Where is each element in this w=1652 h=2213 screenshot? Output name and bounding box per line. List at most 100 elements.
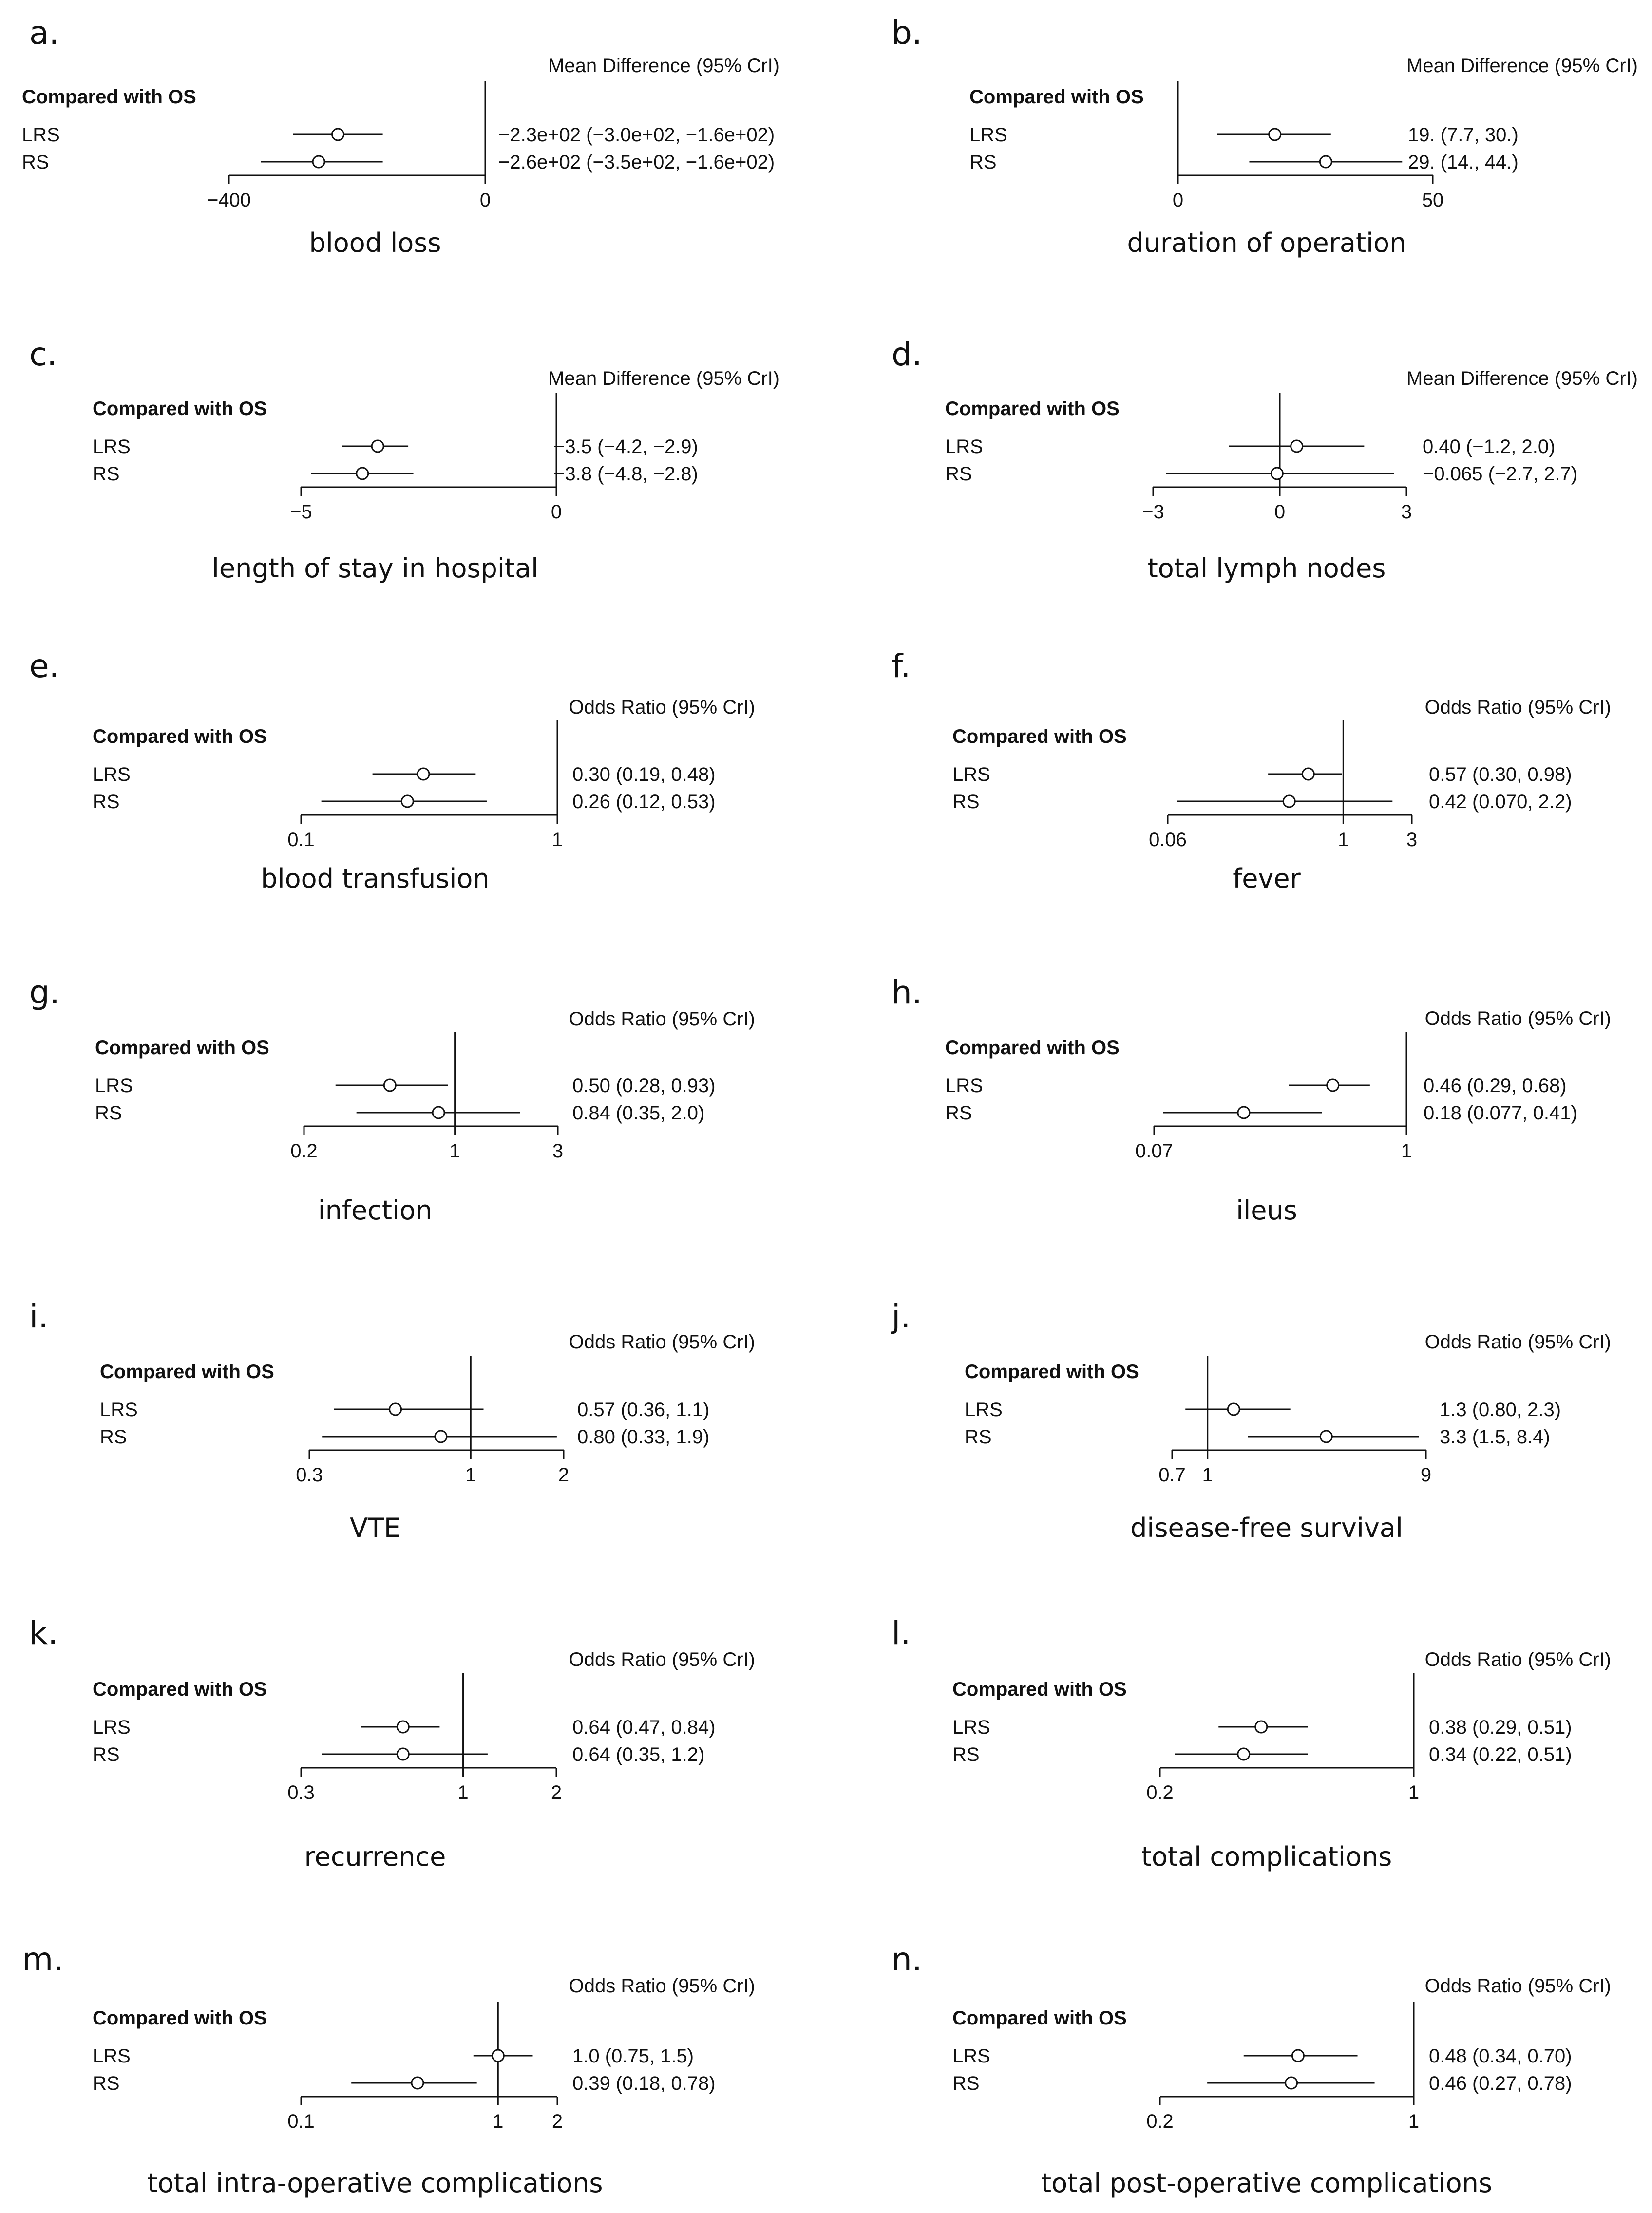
estimate-label-lrs: 0.40 (−1.2, 2.0) [1423,436,1555,457]
forest-panel-f: f. Odds Ratio (95% CrI) Compared with OS 0.… [892,647,1611,894]
point-estimate-lrs [417,767,430,781]
forest-panel-b: b. Mean Difference (95% CrI) Compared with… [892,14,1638,258]
compared-with-label: Compared with OS [100,1361,274,1382]
compared-with-label: Compared with OS [93,2007,267,2029]
outcome-title: blood transfusion [261,863,489,894]
panel-letter: g. [29,974,60,1011]
x-tick-label: 0.2 [1146,2111,1174,2132]
series-label-rs: RS [945,463,972,485]
series-label-lrs: LRS [95,1075,133,1097]
x-tick-label: 1 [1338,829,1348,851]
outcome-title: disease-free survival [1130,1513,1403,1543]
measure-header: Mean Difference (95% CrI) [548,55,779,76]
forest-panel-e: e. Odds Ratio (95% CrI) Compared with OS 0.… [29,647,755,894]
series-label-rs: RS [952,2073,980,2094]
measure-header: Odds Ratio (95% CrI) [1425,1649,1611,1670]
x-tick-label: 2 [552,2111,563,2132]
measure-header: Odds Ratio (95% CrI) [569,697,755,718]
estimate-label-rs: 0.42 (0.070, 2.2) [1429,791,1572,813]
series-label-rs: RS [965,1426,992,1448]
outcome-title: length of stay in hospital [212,553,538,584]
estimate-label-rs: −0.065 (−2.7, 2.7) [1423,463,1577,485]
point-estimate-lrs [1227,1402,1240,1416]
x-tick-label: 0.2 [290,1140,318,1162]
estimate-label-rs: 0.84 (0.35, 2.0) [572,1102,704,1124]
point-estimate-rs [356,467,369,480]
point-estimate-lrs [331,128,345,141]
outcome-title: total intra-operative complications [147,2168,603,2198]
measure-header: Odds Ratio (95% CrI) [569,1008,755,1030]
compared-with-label: Compared with OS [952,2007,1127,2029]
measure-header: Mean Difference (95% CrI) [548,368,779,389]
measure-header: Odds Ratio (95% CrI) [569,1649,755,1670]
outcome-title: ileus [1236,1195,1297,1226]
series-label-lrs: LRS [93,764,131,785]
forest-panel-l: l. Odds Ratio (95% CrI) Compared with OS 0.… [892,1614,1611,1872]
x-tick-label: 1 [1202,1464,1213,1486]
panel-letter: m. [22,1941,63,1978]
series-label-lrs: LRS [952,764,990,785]
x-tick-label: −400 [207,189,251,211]
series-label-lrs: LRS [969,124,1007,146]
estimate-label-lrs: 1.3 (0.80, 2.3) [1440,1399,1561,1420]
panel-letter: c. [29,336,57,373]
forest-panel-c: c. Mean Difference (95% CrI) Compared with… [29,336,779,584]
estimate-label-rs: 0.80 (0.33, 1.9) [577,1426,709,1448]
outcome-title: duration of operation [1127,227,1406,258]
x-tick-label: 3 [1401,501,1412,523]
point-estimate-rs [1282,794,1296,808]
series-label-rs: RS [952,1744,980,1765]
series-label-rs: RS [952,791,980,813]
forest-panel-m: m. Odds Ratio (95% CrI) Compared with OS 0.… [22,1941,755,2198]
compared-with-label: Compared with OS [93,1679,267,1700]
x-tick-label: 0.2 [1146,1782,1174,1803]
x-tick-label: 1 [493,2111,503,2132]
x-tick-label: 0.06 [1149,829,1187,851]
x-tick-label: 0.7 [1158,1464,1186,1486]
estimate-label-lrs: 0.57 (0.30, 0.98) [1429,764,1572,785]
estimate-label-rs: 0.46 (0.27, 0.78) [1429,2073,1572,2094]
point-estimate-lrs [1268,128,1282,141]
series-label-lrs: LRS [22,124,60,146]
estimate-label-rs: 0.18 (0.077, 0.41) [1424,1102,1577,1124]
point-estimate-rs [1270,467,1284,480]
estimate-label-lrs: 0.46 (0.29, 0.68) [1424,1075,1567,1097]
measure-header: Mean Difference (95% CrI) [1406,368,1638,389]
point-estimate-lrs [491,2049,505,2062]
point-estimate-rs [434,1430,448,1443]
estimate-label-rs: 3.3 (1.5, 8.4) [1440,1426,1550,1448]
series-label-lrs: LRS [93,2045,131,2067]
outcome-title: total complications [1141,1841,1392,1872]
panel-letter: d. [892,336,922,373]
series-label-rs: RS [945,1102,972,1124]
estimate-label-rs: −2.6e+02 (−3.5e+02, −1.6e+02) [498,151,775,173]
point-estimate-rs [1237,1747,1251,1761]
estimate-label-lrs: −2.3e+02 (−3.0e+02, −1.6e+02) [498,124,775,146]
panel-letter: j. [891,1298,911,1335]
point-estimate-rs [1237,1106,1251,1119]
x-tick-label: 1 [457,1782,468,1803]
x-tick-label: 0 [480,189,491,211]
x-tick-label: 0.3 [296,1464,323,1486]
x-tick-label: 1 [450,1140,460,1162]
x-tick-label: 0.3 [287,1782,315,1803]
series-label-lrs: LRS [93,436,131,457]
series-label-rs: RS [93,1744,120,1765]
series-label-rs: RS [22,151,49,173]
compared-with-label: Compared with OS [22,86,196,108]
measure-header: Odds Ratio (95% CrI) [1425,1331,1611,1353]
series-label-rs: RS [93,463,120,485]
point-estimate-rs [1319,1430,1333,1443]
point-estimate-rs [400,794,414,808]
series-label-rs: RS [93,2073,120,2094]
series-label-lrs: LRS [952,2045,990,2067]
compared-with-label: Compared with OS [945,1037,1120,1059]
x-tick-label: 1 [1408,2111,1419,2132]
estimate-label-rs: 0.39 (0.18, 0.78) [572,2073,716,2094]
panel-letter: e. [29,647,59,685]
measure-header: Odds Ratio (95% CrI) [1425,1008,1611,1029]
compared-with-label: Compared with OS [965,1361,1139,1382]
panel-letter: f. [892,647,911,685]
series-label-lrs: LRS [945,1075,983,1097]
estimate-label-lrs: 1.0 (0.75, 1.5) [572,2045,694,2067]
